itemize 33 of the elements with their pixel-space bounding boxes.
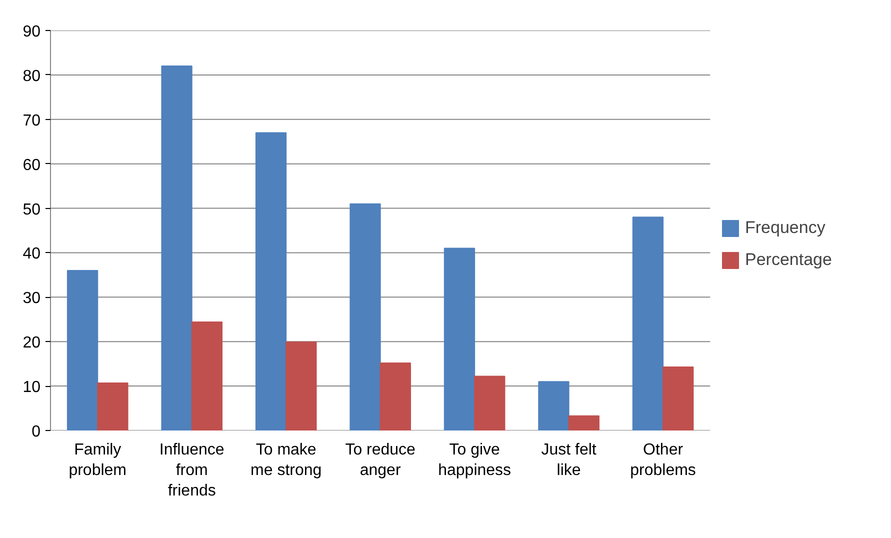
y-tick-label: 60 [22,156,41,174]
y-tick-label: 20 [22,334,41,352]
legend-label: Frequency [745,218,826,238]
bar [474,376,506,430]
bar [66,270,98,430]
x-tick-label: Family problem [68,442,127,479]
x-tick-label: To give happiness [438,442,512,479]
bar [444,248,476,430]
bar [161,66,192,430]
y-tick-label: 10 [22,379,41,396]
bar [97,382,128,430]
bar [568,415,600,430]
bar [286,342,317,430]
bar [538,381,570,430]
bar [350,203,381,430]
y-tick-label: 40 [22,246,41,263]
x-tick-label: Influence from friends [159,442,224,500]
bar [255,132,287,430]
bar [191,322,223,430]
legend-label: Percentage [745,250,832,270]
y-tick-label: 50 [22,201,41,218]
x-tick-label: Just felt like [541,442,597,479]
x-tick-label: Other problems [630,442,696,479]
bar [662,366,694,430]
y-tick-label: 80 [22,68,41,85]
y-tick-label: 0 [32,424,41,440]
y-tick-label: 70 [22,112,41,130]
y-tick-label: 30 [22,290,41,308]
y-tick-label: 90 [22,24,41,40]
bar [380,362,411,430]
x-tick-label: To make me strong [250,442,322,479]
x-tick-label: To reduce anger [345,442,416,479]
bar [632,216,664,430]
